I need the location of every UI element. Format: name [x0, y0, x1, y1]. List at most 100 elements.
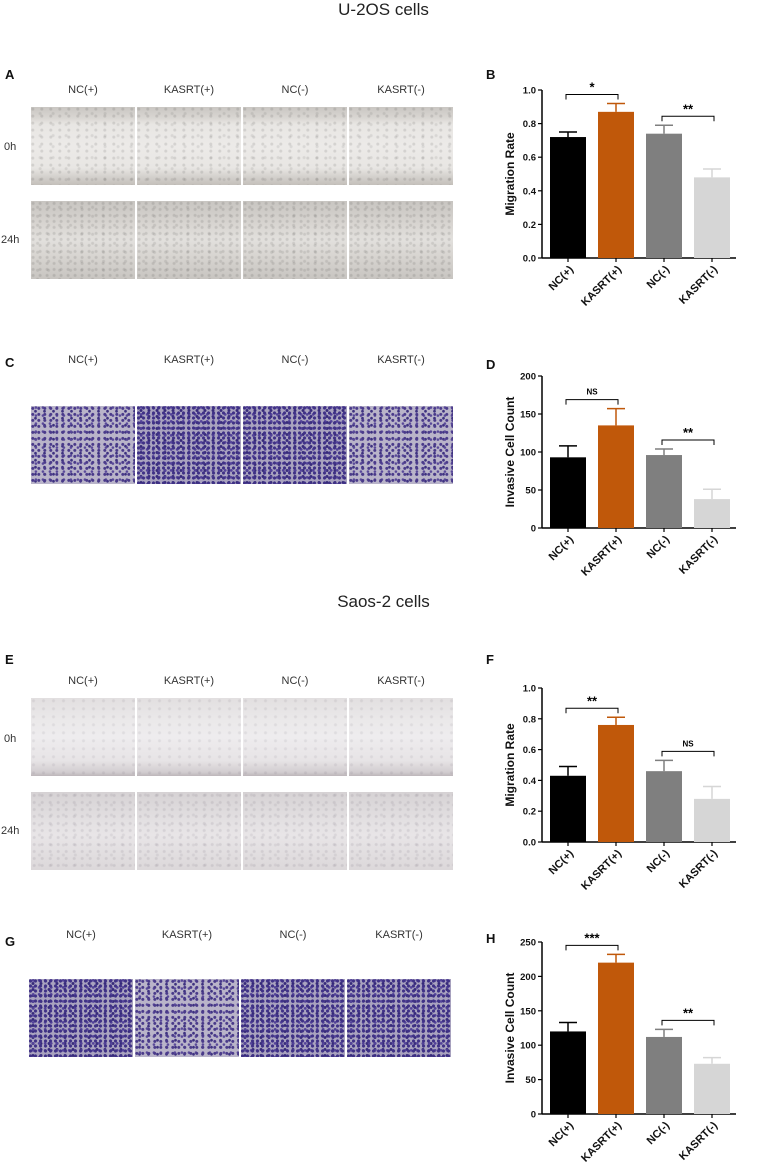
col-label: KASRT(-) [377, 675, 425, 687]
bar [694, 1063, 730, 1114]
x-tick-label: NC(+) [547, 533, 577, 563]
section-title-u2os: U-2OS cells [338, 0, 429, 19]
bar [646, 455, 682, 528]
x-tick-label: NC(-) [645, 533, 673, 561]
bar [598, 111, 634, 258]
x-tick-label: NC(-) [645, 847, 673, 875]
significance-bracket [565, 93, 619, 100]
significance-label: *** [584, 930, 600, 945]
significance-label: ** [683, 425, 694, 440]
significance-label: ** [683, 1005, 694, 1020]
bar [694, 798, 730, 842]
x-tick-label: NC(-) [645, 1119, 673, 1147]
micrograph [31, 201, 135, 279]
micrograph [137, 792, 241, 870]
y-tick-label: 0 [531, 1110, 536, 1121]
panel-label-a: A [5, 67, 15, 82]
micrograph [349, 698, 453, 776]
significance-bracket [565, 399, 619, 405]
y-tick-label: 0.2 [523, 807, 536, 818]
significance-bracket [661, 115, 715, 122]
row-label-0h: 0h [4, 141, 17, 153]
panel-label-b: B [486, 67, 496, 82]
bar [646, 133, 682, 258]
x-tick-label: KASRT(-) [677, 533, 720, 576]
bar [598, 724, 634, 842]
col-label: NC(-) [281, 354, 309, 366]
y-tick-label: 0.0 [523, 838, 536, 849]
significance-bracket [565, 944, 619, 951]
col-label: NC(+) [68, 675, 98, 687]
bar [598, 425, 634, 528]
micrograph [243, 406, 347, 484]
bar [694, 499, 730, 528]
micrograph [349, 406, 453, 484]
bar [598, 962, 634, 1114]
x-tick-label: KASRT(+) [579, 847, 624, 892]
panel-label-d: D [486, 357, 496, 372]
bar [646, 1036, 682, 1114]
x-tick-label: NC(-) [645, 263, 673, 291]
y-tick-label: 0 [531, 524, 536, 535]
col-label: NC(+) [68, 84, 98, 96]
col-label: KASRT(+) [163, 675, 215, 687]
micrograph [31, 406, 135, 484]
micrograph [31, 107, 135, 185]
row-label-24h: 24h [1, 825, 20, 837]
y-tick-label: 1.0 [523, 86, 536, 97]
col-label: NC(-) [281, 84, 309, 96]
row-label-0h: 0h [4, 733, 17, 745]
x-tick-label: KASRT(+) [579, 1119, 624, 1164]
significance-label: NS [682, 739, 694, 748]
x-tick-label: KASRT(-) [677, 1119, 720, 1162]
y-tick-label: 0.8 [523, 119, 536, 130]
col-label: NC(-) [279, 929, 307, 941]
x-tick-label: KASRT(-) [677, 847, 720, 890]
micrograph [241, 979, 345, 1057]
micrograph [135, 979, 239, 1057]
col-label: NC(+) [68, 354, 98, 366]
panel-label-h: H [486, 931, 496, 946]
y-tick-label: 100 [520, 448, 536, 459]
y-tick-label: 0.0 [523, 254, 536, 265]
y-tick-label: 150 [520, 410, 536, 421]
micrograph [349, 792, 453, 870]
y-tick-label: 250 [520, 938, 536, 949]
micrograph [243, 201, 347, 279]
col-label: KASRT(+) [161, 929, 213, 941]
col-label: KASRT(+) [163, 84, 215, 96]
y-tick-label: 1.0 [523, 684, 536, 695]
y-tick-label: 200 [520, 972, 536, 983]
micrograph [243, 107, 347, 185]
micrograph [243, 792, 347, 870]
panel-label-e: E [5, 652, 14, 667]
bar [646, 771, 682, 842]
col-label: NC(+) [66, 929, 96, 941]
x-tick-label: NC(+) [547, 1119, 577, 1149]
x-tick-label: NC(+) [547, 263, 577, 293]
significance-label: ** [587, 693, 598, 708]
panel-label-g: G [5, 934, 16, 949]
y-tick-label: 0.6 [523, 153, 536, 164]
micrograph [137, 406, 241, 484]
y-tick-label: 150 [520, 1006, 536, 1017]
micrograph [137, 698, 241, 776]
col-label: KASRT(+) [163, 354, 215, 366]
bar [694, 177, 730, 258]
y-axis-label: Migration Rate [503, 132, 517, 216]
micrograph [347, 979, 451, 1057]
micrograph [31, 792, 135, 870]
y-axis-label: Invasive Cell Count [503, 397, 517, 508]
row-label-24h: 24h [1, 234, 20, 246]
x-tick-label: KASRT(+) [579, 263, 624, 308]
y-axis-label: Invasive Cell Count [503, 973, 517, 1084]
x-tick-label: NC(+) [547, 847, 577, 877]
micrograph [349, 107, 453, 185]
significance-label: ** [683, 101, 694, 116]
y-tick-label: 0.4 [523, 776, 537, 787]
y-axis-label: Migration Rate [503, 723, 517, 807]
micrograph [29, 979, 133, 1057]
